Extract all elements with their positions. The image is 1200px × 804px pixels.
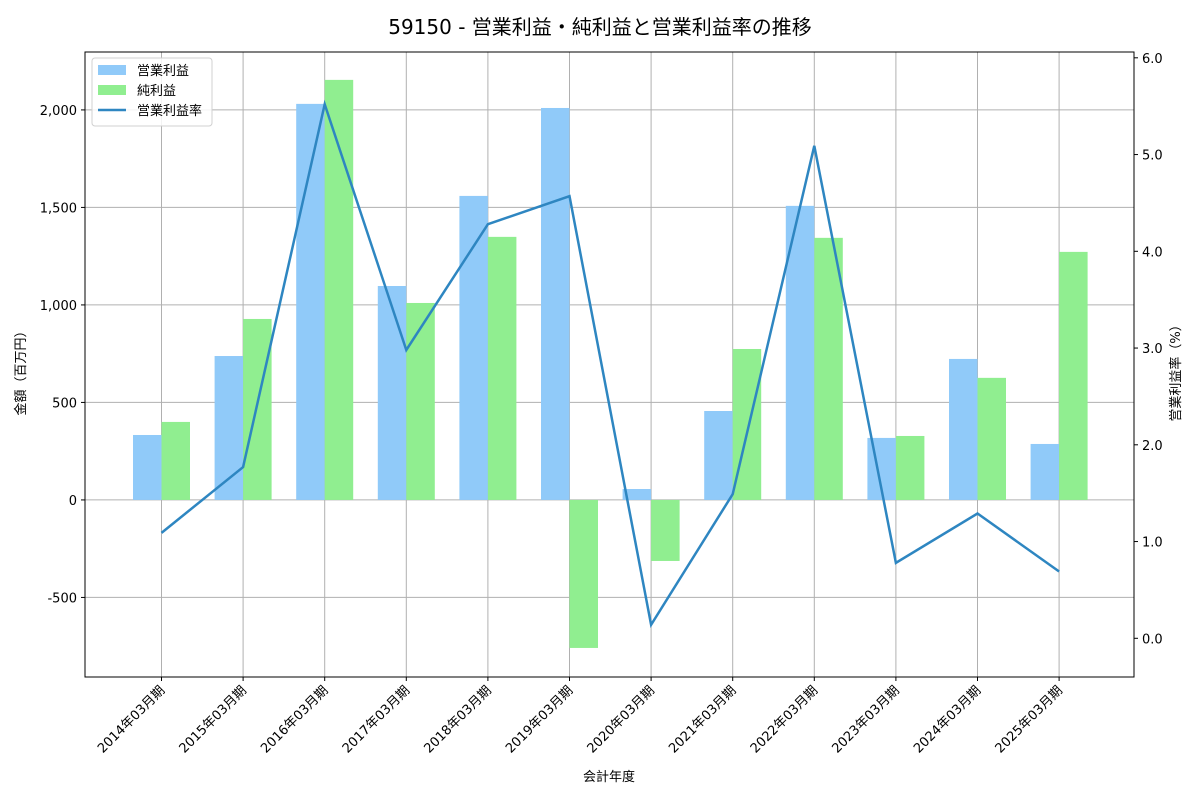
legend-swatch — [98, 85, 126, 95]
x-axis-label: 会計年度 — [583, 769, 635, 785]
y2-tick-label: 3.0 — [1142, 342, 1163, 357]
operating-profit-bar — [214, 356, 244, 500]
net-profit-bar — [243, 318, 272, 500]
net-profit-bar — [1059, 251, 1088, 500]
y2-tick-label: 2.0 — [1142, 439, 1163, 454]
operating-profit-bar — [459, 195, 488, 500]
x-tick-label: 2022年03月期 — [748, 683, 821, 756]
x-tick-label: 2016年03月期 — [258, 683, 331, 756]
y-tick-label: -500 — [47, 591, 77, 606]
operating-profit-bar — [785, 205, 815, 500]
y-axis-label: 金額（百万円） — [13, 324, 29, 415]
x-tick-label: 2021年03月期 — [666, 683, 739, 756]
operating-profit-bar — [377, 286, 407, 500]
operating-profit-bar — [704, 411, 733, 500]
net-profit-bar — [814, 237, 843, 500]
plot-frame — [84, 51, 1135, 678]
x-tick-label: 2023年03月期 — [829, 683, 902, 756]
operating-profit-bar — [541, 107, 570, 500]
net-profit-bar — [895, 435, 925, 500]
y-tick-label: 0 — [69, 494, 77, 509]
legend-swatch — [98, 65, 126, 75]
operating-profit-bar — [622, 489, 652, 500]
x-tick-label: 2025年03月期 — [993, 683, 1066, 756]
operating-profit-bar — [133, 434, 162, 500]
legend-label: 純利益 — [137, 84, 176, 99]
operating-margin-line — [160, 99, 1060, 629]
x-tick-label: 2019年03月期 — [503, 683, 576, 756]
net-profit-bar — [651, 499, 680, 561]
x-tick-label: 2024年03月期 — [911, 683, 984, 756]
x-tick-label: 2020年03月期 — [585, 683, 658, 756]
operating-profit-bar — [1030, 443, 1060, 500]
net-profit-bar — [977, 377, 1006, 500]
y2-tick-label: 5.0 — [1142, 149, 1163, 164]
operating-profit-bar — [949, 358, 978, 500]
net-profit-bar — [569, 499, 598, 648]
y2-tick-label: 4.0 — [1142, 245, 1163, 260]
net-profit-bar — [161, 421, 190, 500]
y-tick-label: 1,000 — [40, 299, 77, 314]
y2-tick-label: 1.0 — [1142, 536, 1163, 551]
x-tick-label: 2014年03月期 — [95, 683, 168, 756]
net-profit-bar — [406, 302, 435, 500]
legend-label: 営業利益率 — [137, 103, 202, 119]
y2-axis-label: 営業利益率（%） — [1168, 318, 1184, 421]
legend-label: 営業利益 — [137, 63, 189, 79]
y-tick-label: 2,000 — [40, 104, 77, 119]
y2-tick-label: 0.0 — [1142, 632, 1163, 647]
net-profit-bar — [487, 236, 517, 500]
y2-tick-label: 6.0 — [1142, 52, 1163, 67]
y-tick-label: 500 — [52, 396, 77, 411]
x-tick-label: 2017年03月期 — [340, 683, 413, 756]
net-profit-bar — [324, 79, 354, 500]
x-tick-label: 2015年03月期 — [177, 683, 250, 756]
x-tick-label: 2018年03月期 — [421, 683, 494, 756]
chart-title: 59150 - 営業利益・純利益と営業利益率の推移 — [388, 15, 812, 39]
y-tick-label: 1,500 — [40, 201, 77, 216]
